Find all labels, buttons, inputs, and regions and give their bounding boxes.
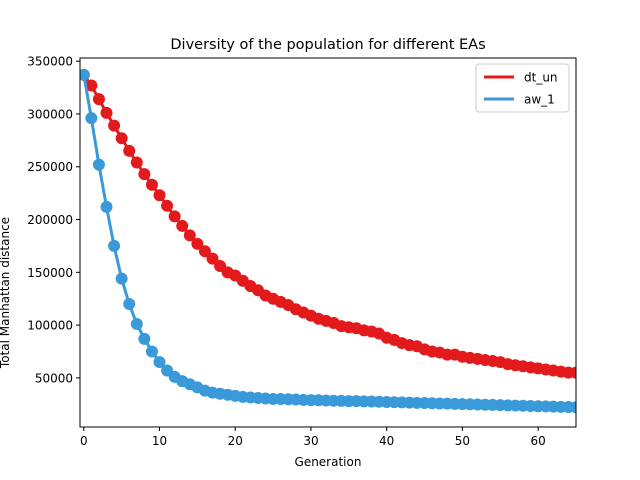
data-point-dt_un bbox=[115, 132, 128, 145]
y-tick-label: 200000 bbox=[27, 213, 73, 227]
legend: dt_un aw_1 bbox=[475, 63, 570, 113]
x-tick-label: 60 bbox=[530, 434, 545, 448]
data-point-aw_1 bbox=[145, 345, 158, 358]
plot-frame bbox=[79, 57, 577, 428]
data-point-dt_un bbox=[570, 366, 576, 379]
plot-area bbox=[80, 68, 576, 414]
data-point-dt_un bbox=[206, 252, 219, 265]
series-aw_1 bbox=[80, 68, 576, 414]
x-tick-label: 10 bbox=[152, 434, 167, 448]
data-point-aw_1 bbox=[100, 200, 113, 213]
data-point-dt_un bbox=[153, 189, 166, 202]
data-point-aw_1 bbox=[92, 158, 105, 171]
y-axis: 50000 100000 150000 200000 250000 300000 35000… bbox=[27, 55, 80, 385]
data-point-aw_1 bbox=[570, 401, 576, 414]
data-point-dt_un bbox=[138, 168, 151, 181]
x-tick-label: 30 bbox=[303, 434, 318, 448]
data-point-dt_un bbox=[198, 245, 211, 258]
data-point-aw_1 bbox=[115, 272, 128, 285]
x-tick-label: 40 bbox=[379, 434, 394, 448]
y-tick-label: 250000 bbox=[27, 160, 73, 174]
y-tick-label: 50000 bbox=[35, 371, 73, 385]
chart-title: Diversity of the population for differen… bbox=[170, 37, 485, 53]
x-tick-label: 50 bbox=[455, 434, 470, 448]
series-dt_un bbox=[80, 68, 576, 379]
data-point-dt_un bbox=[183, 229, 196, 242]
data-point-aw_1 bbox=[130, 318, 143, 331]
x-axis-label: Generation bbox=[295, 455, 362, 469]
series-line-dt_un bbox=[82, 74, 576, 375]
y-tick-label: 100000 bbox=[27, 319, 73, 333]
y-tick-label: 350000 bbox=[27, 55, 73, 69]
data-point-dt_un bbox=[176, 219, 189, 232]
data-point-aw_1 bbox=[85, 112, 98, 125]
data-point-dt_un bbox=[123, 144, 136, 157]
data-point-dt_un bbox=[168, 210, 181, 223]
data-point-dt_un bbox=[145, 178, 158, 191]
data-point-dt_un bbox=[161, 199, 174, 212]
data-point-aw_1 bbox=[123, 298, 136, 310]
y-axis-label: Total Manhattan distance bbox=[0, 217, 12, 369]
x-tick-label: 20 bbox=[228, 434, 243, 448]
data-point-dt_un bbox=[85, 79, 98, 92]
data-point-dt_un bbox=[92, 93, 105, 106]
legend-label-dt_un: dt_un bbox=[524, 71, 558, 85]
y-tick-label: 150000 bbox=[27, 266, 73, 280]
x-tick-label: 0 bbox=[80, 434, 88, 448]
data-point-dt_un bbox=[191, 237, 204, 250]
x-axis: 0 10 20 30 40 50 60 bbox=[80, 427, 546, 448]
data-point-dt_un bbox=[100, 106, 113, 119]
data-point-aw_1 bbox=[138, 332, 151, 345]
data-point-aw_1 bbox=[80, 68, 90, 81]
y-tick-label: 300000 bbox=[27, 107, 73, 121]
data-point-dt_un bbox=[130, 156, 143, 169]
data-point-dt_un bbox=[108, 119, 121, 132]
data-point-aw_1 bbox=[108, 239, 121, 252]
data-point-aw_1 bbox=[153, 356, 166, 369]
legend-label-aw_1: aw_1 bbox=[524, 93, 555, 107]
